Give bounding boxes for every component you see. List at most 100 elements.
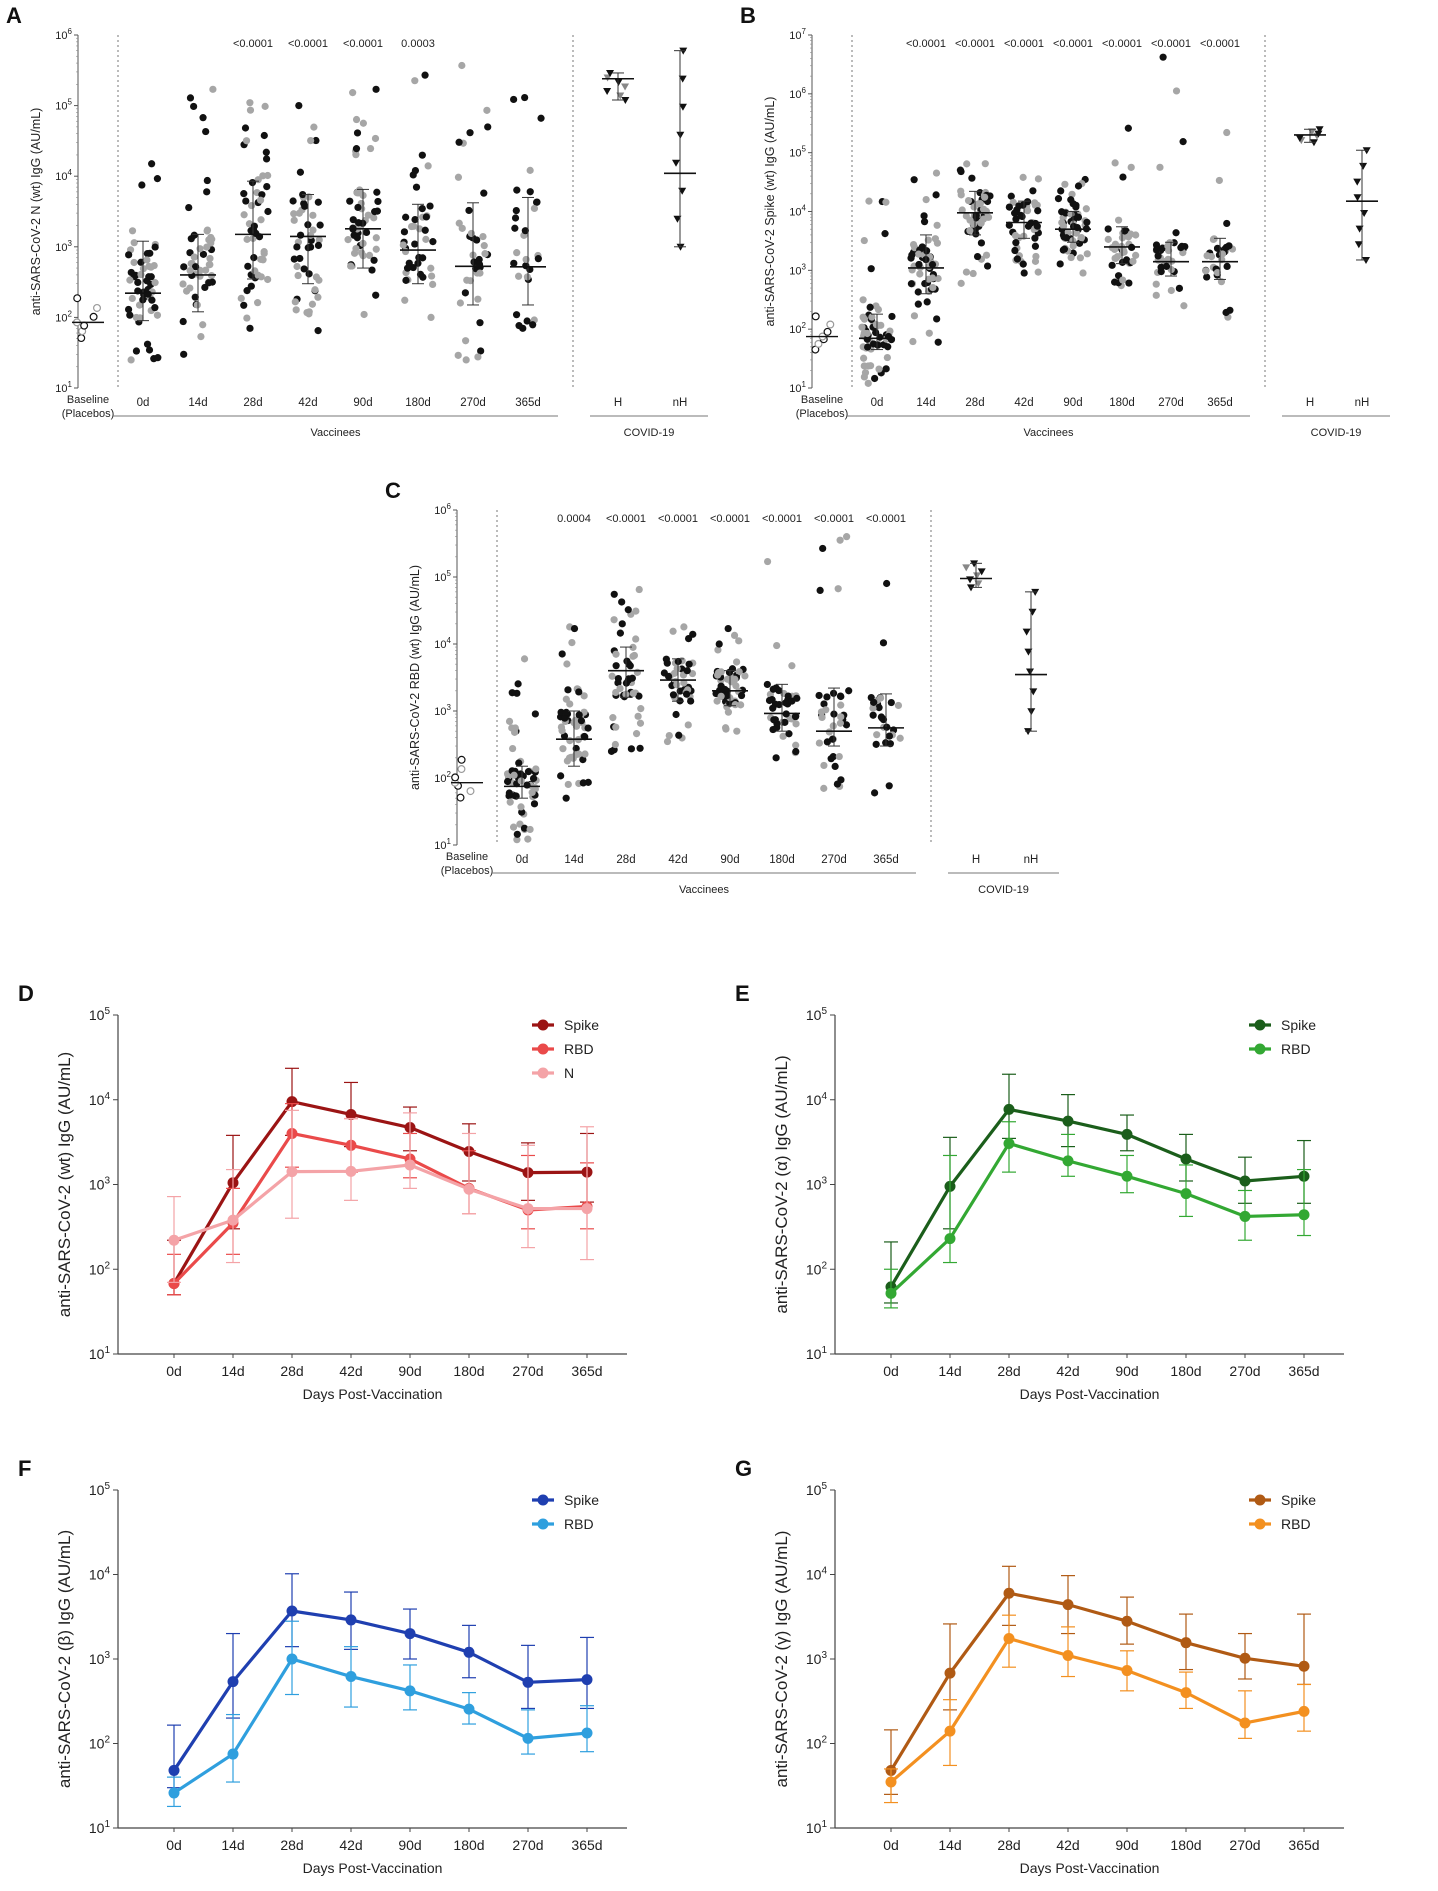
- y-tick-label: 104: [55, 168, 72, 183]
- data-point: [763, 680, 771, 689]
- data-point: [1017, 211, 1025, 219]
- data-point: [296, 254, 304, 263]
- data-point: [908, 251, 916, 259]
- data-point: [886, 740, 894, 748]
- data-point: [568, 639, 576, 647]
- y-tick-label: 101: [89, 1819, 111, 1836]
- data-point: [365, 251, 374, 260]
- data-point: [514, 272, 523, 280]
- x-tick-label: 365d: [571, 1837, 602, 1853]
- data-point: [290, 255, 298, 263]
- data-point: [920, 212, 928, 220]
- data-point: [509, 823, 518, 831]
- data-point: [579, 755, 587, 764]
- data-point: [934, 274, 942, 283]
- legend-swatch-marker: [1254, 1043, 1266, 1055]
- data-point: [883, 353, 891, 362]
- x-tick-label: (Placebos): [62, 408, 115, 420]
- legend-swatch-marker: [537, 1518, 549, 1530]
- data-point: [837, 701, 845, 709]
- data-point: [180, 350, 188, 358]
- data-point: [580, 692, 588, 700]
- data-point: [581, 750, 589, 758]
- x-tick-label: 42d: [1014, 397, 1033, 409]
- data-point: [401, 296, 409, 304]
- data-point: [956, 166, 965, 174]
- data-point: [558, 727, 566, 735]
- data-point: [263, 182, 271, 191]
- data-point: [570, 624, 579, 633]
- data-point: [561, 714, 569, 722]
- data-point: [867, 265, 875, 273]
- data-point: [737, 691, 746, 700]
- x-axis-label: Days Post-Vaccination: [303, 1386, 443, 1402]
- legend-label: RBD: [1281, 1041, 1311, 1057]
- data-point: [526, 825, 534, 834]
- data-point: [1011, 246, 1019, 255]
- data-point: [241, 124, 250, 132]
- data-point: [1215, 176, 1223, 185]
- panel-f: F 101 102 103 104 105 anti-SARS-CoV-2 (β) IgG …: [18, 1456, 627, 1876]
- data-point: [466, 277, 475, 285]
- data-point: [864, 362, 872, 370]
- data-point: [616, 629, 624, 637]
- data-point: [168, 1764, 180, 1776]
- data-point: [154, 354, 162, 362]
- data-point: [522, 1732, 534, 1744]
- data-point: [315, 236, 323, 244]
- y-tick-label: 105: [89, 1481, 111, 1498]
- data-point: [400, 228, 409, 236]
- legend-swatch-marker: [1254, 1019, 1266, 1031]
- series-spike: [884, 1565, 1311, 1795]
- data-point: [1079, 269, 1087, 277]
- data-point: [426, 202, 434, 210]
- data-point: [243, 287, 251, 295]
- data-point: [565, 754, 574, 762]
- data-point: [511, 214, 520, 222]
- panel-letter: E: [735, 981, 750, 1006]
- data-point: [314, 241, 323, 249]
- data-point: [910, 176, 918, 184]
- data-point: [476, 269, 484, 277]
- data-point: [584, 724, 592, 732]
- data-point: [629, 689, 637, 697]
- data-point: [537, 114, 545, 122]
- y-tick-label: 102: [806, 1735, 828, 1752]
- data-point: [374, 197, 382, 206]
- group-label: COVID-19: [978, 884, 1029, 896]
- legend-swatch-marker: [537, 1067, 549, 1079]
- data-point: [190, 102, 198, 111]
- data-point: [517, 803, 525, 811]
- data-point: [1104, 235, 1112, 243]
- data-point: [932, 191, 940, 199]
- data-point: [300, 265, 308, 273]
- data-point: [240, 301, 248, 309]
- y-tick-label: 104: [806, 1091, 828, 1108]
- data-point: [1180, 1687, 1192, 1699]
- data-point: [456, 299, 464, 307]
- x-tick-label: 180d: [1109, 397, 1135, 409]
- data-point: [665, 672, 673, 681]
- data-point: [835, 752, 843, 761]
- data-point: [134, 278, 142, 287]
- data-point: [1119, 276, 1127, 284]
- p-value-label: <0.0001: [1102, 38, 1142, 50]
- x-tick-label: nH: [1024, 854, 1039, 866]
- x-tick-label: 28d: [280, 1363, 303, 1379]
- data-point: [792, 741, 800, 749]
- data-point: [885, 782, 893, 790]
- data-point: [792, 747, 800, 756]
- data-point: [372, 245, 380, 253]
- data-point: [292, 306, 300, 314]
- data-point: [1083, 218, 1091, 226]
- data-point: [614, 674, 622, 683]
- data-point: [243, 314, 251, 322]
- x-tick-label: 270d: [460, 397, 486, 409]
- data-point: [637, 705, 645, 713]
- data-point: [148, 296, 156, 304]
- data-point: [860, 354, 868, 362]
- data-point: [983, 262, 992, 270]
- data-point: [1178, 242, 1186, 250]
- x-tick-label: 90d: [1063, 397, 1082, 409]
- data-point: [457, 755, 466, 764]
